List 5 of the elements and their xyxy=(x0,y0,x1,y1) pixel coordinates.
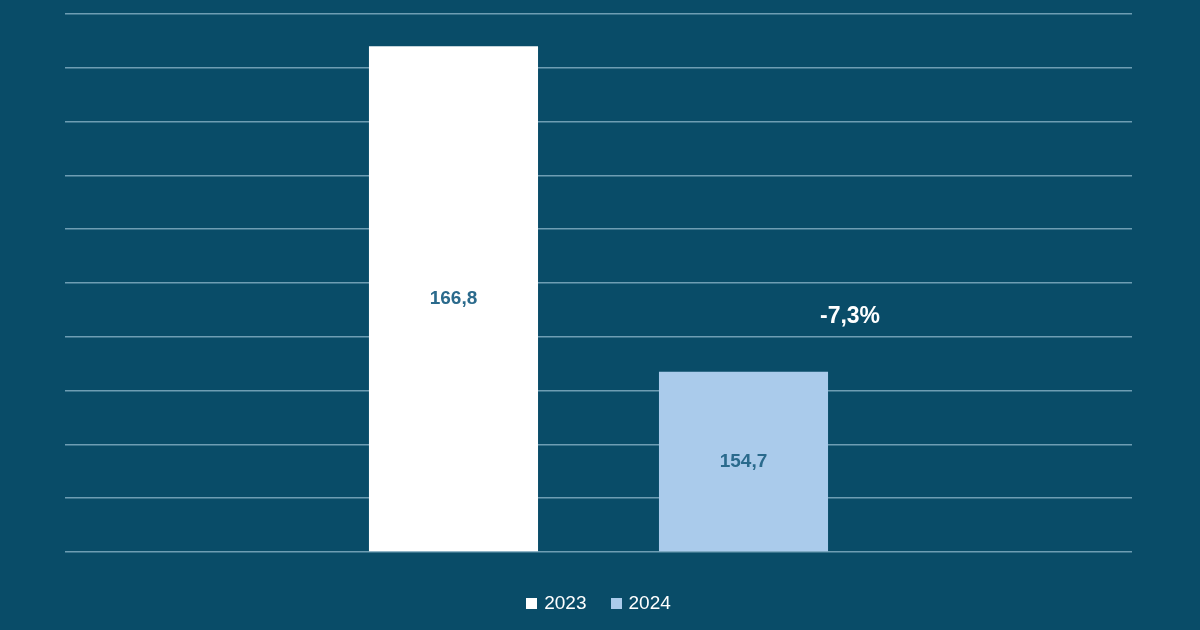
data-label: 166,8 xyxy=(429,287,478,309)
text: -7,3% xyxy=(819,302,881,329)
legend-label: 2024 xyxy=(628,592,671,614)
data-label: 154,7 xyxy=(719,450,768,472)
legend-label: 2023 xyxy=(544,592,587,614)
